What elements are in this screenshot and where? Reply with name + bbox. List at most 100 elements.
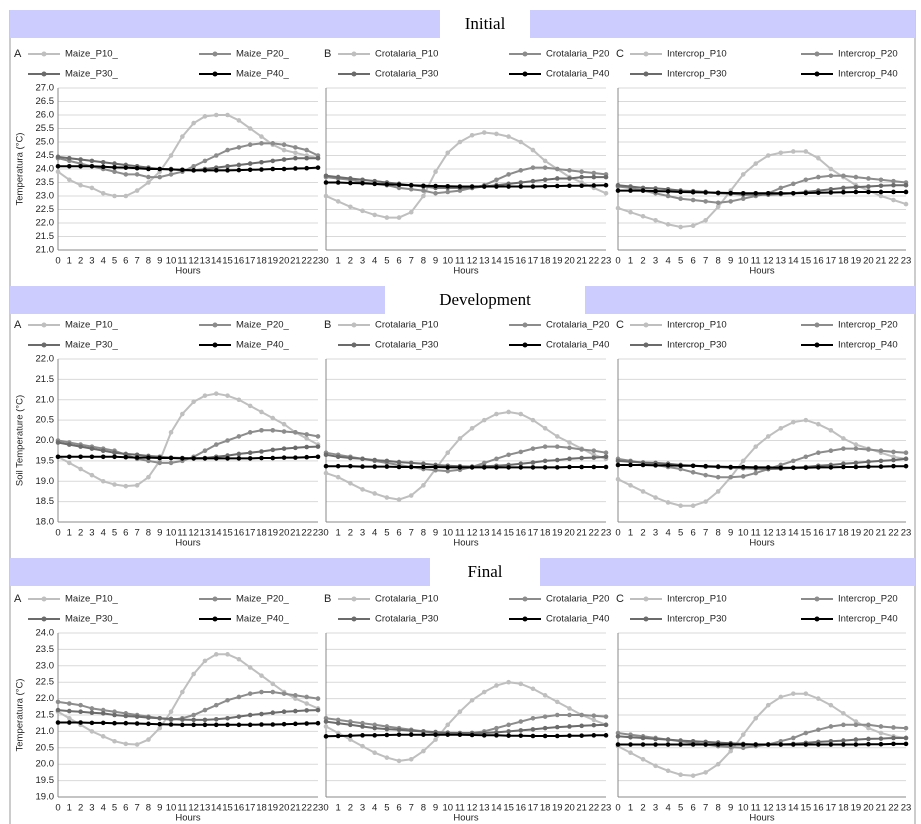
point (903, 182, 909, 188)
point (765, 702, 771, 708)
point (506, 729, 511, 734)
y-tick-label: 20.5 (36, 742, 55, 753)
point (828, 166, 834, 172)
point (55, 154, 61, 160)
x-tick-label: 18 (540, 528, 551, 539)
point (579, 733, 584, 738)
point (247, 665, 253, 670)
point (665, 742, 671, 747)
point (236, 714, 242, 719)
point (191, 671, 196, 677)
point (803, 149, 809, 154)
point (715, 761, 721, 767)
point (89, 185, 95, 191)
x-axis-title: Hours (175, 266, 201, 277)
point (530, 184, 536, 189)
point (281, 721, 287, 727)
x-tick-label: 2 (348, 528, 353, 539)
x-tick-label: 22 (888, 528, 899, 539)
x-tick-label: 11 (751, 528, 761, 539)
point (506, 409, 511, 415)
point (603, 191, 609, 196)
point (315, 155, 321, 161)
y-tick-label: 21.5 (36, 231, 55, 242)
point (703, 499, 708, 504)
point (293, 155, 298, 161)
point (225, 715, 230, 721)
panel-label: C (616, 593, 624, 605)
x-tick-label: 10 (738, 256, 749, 267)
point (247, 430, 253, 435)
point (579, 447, 584, 452)
point (202, 158, 208, 164)
point (202, 722, 208, 728)
point (213, 112, 219, 118)
point (530, 460, 536, 465)
y-tick-label: 19.0 (36, 476, 55, 487)
legend-label: Crotalaria_P20 (546, 594, 609, 605)
legend-marker (41, 342, 47, 348)
x-tick-label: 22 (589, 528, 600, 539)
point (728, 474, 733, 480)
point (372, 464, 377, 469)
point (469, 732, 475, 738)
point (225, 438, 230, 443)
x-tick-label: 21 (290, 528, 301, 539)
point (259, 455, 264, 461)
point (202, 168, 208, 173)
point (421, 461, 426, 467)
x-tick-label: 22 (301, 256, 312, 267)
point (841, 711, 846, 716)
point (665, 222, 671, 227)
point (740, 191, 746, 196)
point (753, 465, 759, 470)
point (481, 465, 487, 470)
x-axis-title: Hours (453, 538, 479, 549)
point (360, 464, 365, 469)
point (728, 199, 733, 204)
point (191, 164, 196, 169)
x-tick-label: 23 (601, 803, 612, 814)
point (293, 150, 298, 156)
point (803, 465, 809, 471)
point (225, 652, 230, 657)
point (615, 458, 621, 464)
legend-label: Crotalaria_P20 (546, 49, 609, 60)
point (134, 165, 140, 171)
y-tick-label: 18.0 (36, 517, 55, 528)
point (270, 722, 276, 727)
point (281, 709, 287, 715)
x-tick-label: 23 (313, 803, 324, 814)
point (55, 720, 61, 725)
x-tick-label: 6 (123, 803, 128, 814)
point (878, 177, 884, 183)
point (481, 130, 487, 135)
x-tick-label: 4 (101, 256, 106, 267)
point (123, 165, 129, 170)
section-title-box (430, 558, 540, 586)
point (866, 736, 871, 742)
point (728, 748, 733, 754)
point (703, 770, 708, 775)
point (891, 741, 896, 747)
y-tick-label: 24.5 (36, 150, 55, 161)
point (891, 457, 896, 463)
point (348, 722, 353, 728)
point (55, 164, 61, 169)
point (878, 464, 884, 469)
point (421, 183, 426, 189)
x-tick-label: 19 (267, 256, 278, 267)
point (67, 442, 72, 447)
point (518, 411, 524, 417)
legend-label: Intercrop_P10 (667, 594, 727, 605)
x-tick-label: 7 (134, 528, 139, 539)
legend-marker (41, 616, 47, 622)
point (615, 476, 621, 482)
point (247, 712, 253, 718)
point (753, 715, 759, 721)
point (384, 182, 390, 187)
x-tick-label: 8 (146, 256, 151, 267)
point (304, 721, 309, 726)
point (506, 172, 511, 177)
point (678, 196, 683, 201)
